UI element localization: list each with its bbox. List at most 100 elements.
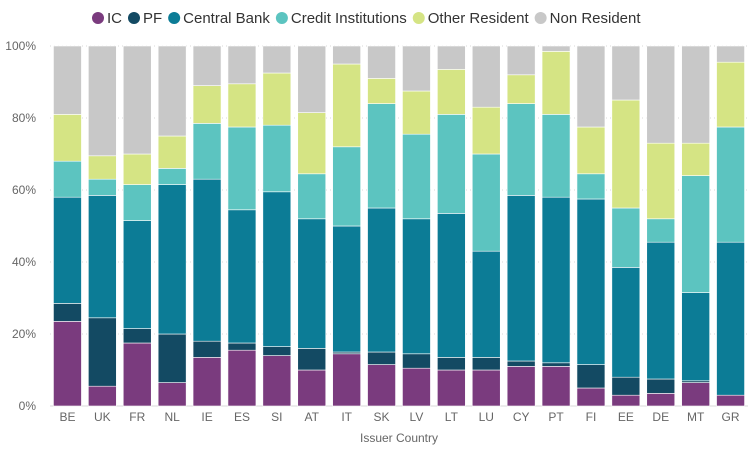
bar-segment-ic-cy[interactable] <box>506 366 536 407</box>
bar-segment-pf-ie[interactable] <box>192 340 222 358</box>
bar-segment-other-resident-cy[interactable] <box>506 74 536 104</box>
bar-segment-non-resident-ie[interactable] <box>192 45 222 86</box>
bar-segment-non-resident-uk[interactable] <box>88 45 117 157</box>
bar-segment-pf-fr[interactable] <box>122 328 152 344</box>
bar-segment-central-bank-nl[interactable] <box>157 184 187 335</box>
bar-segment-pf-sk[interactable] <box>367 351 396 365</box>
bar-segment-other-resident-it[interactable] <box>332 63 361 148</box>
bar-segment-pf-at[interactable] <box>297 348 327 371</box>
bar-segment-other-resident-es[interactable] <box>227 83 257 128</box>
bar-segment-central-bank-cy[interactable] <box>506 195 536 362</box>
bar-segment-pf-cy[interactable] <box>506 360 536 367</box>
bar-segment-ic-sk[interactable] <box>367 364 396 407</box>
bar-segment-credit-institutions-lu[interactable] <box>471 153 501 252</box>
bar-segment-central-bank-pt[interactable] <box>541 196 571 364</box>
bar-segment-credit-institutions-nl[interactable] <box>157 168 187 185</box>
bar-segment-ic-gr[interactable] <box>716 394 745 407</box>
bar-segment-other-resident-ie[interactable] <box>192 85 222 124</box>
bar-segment-ic-de[interactable] <box>646 393 676 407</box>
bar-segment-non-resident-fi[interactable] <box>576 45 606 128</box>
bar-segment-central-bank-uk[interactable] <box>88 195 117 319</box>
bar-segment-non-resident-mt[interactable] <box>681 45 710 144</box>
bar-segment-central-bank-ee[interactable] <box>611 267 641 378</box>
bar-segment-non-resident-at[interactable] <box>297 45 327 113</box>
bar-segment-credit-institutions-pt[interactable] <box>541 114 571 198</box>
bar-segment-central-bank-be[interactable] <box>53 196 82 304</box>
bar-segment-pf-be[interactable] <box>53 303 82 322</box>
bar-segment-ic-es[interactable] <box>227 349 257 407</box>
bar-segment-central-bank-es[interactable] <box>227 209 257 344</box>
bar-segment-pf-si[interactable] <box>262 346 292 356</box>
bar-segment-non-resident-ee[interactable] <box>611 45 641 101</box>
bar-segment-ic-be[interactable] <box>53 321 82 407</box>
bar-segment-other-resident-fr[interactable] <box>122 153 152 185</box>
bar-segment-central-bank-gr[interactable] <box>716 241 745 396</box>
bar-segment-ic-mt[interactable] <box>681 382 710 407</box>
bar-segment-ic-pt[interactable] <box>541 366 571 407</box>
bar-segment-other-resident-gr[interactable] <box>716 61 745 128</box>
bar-segment-credit-institutions-lv[interactable] <box>402 133 431 220</box>
bar-segment-credit-institutions-de[interactable] <box>646 218 676 243</box>
bar-segment-non-resident-sk[interactable] <box>367 45 396 79</box>
bar-segment-credit-institutions-sk[interactable] <box>367 103 396 209</box>
bar-segment-non-resident-be[interactable] <box>53 45 82 115</box>
bar-segment-pf-lt[interactable] <box>437 357 466 371</box>
bar-segment-other-resident-at[interactable] <box>297 112 327 175</box>
bar-segment-ic-fr[interactable] <box>122 342 152 407</box>
bar-segment-ic-ee[interactable] <box>611 394 641 407</box>
bar-segment-other-resident-de[interactable] <box>646 142 676 220</box>
bar-segment-other-resident-pt[interactable] <box>541 51 571 115</box>
bar-segment-non-resident-it[interactable] <box>332 45 361 65</box>
bar-segment-pf-es[interactable] <box>227 342 257 351</box>
bar-segment-non-resident-lu[interactable] <box>471 45 501 108</box>
bar-segment-pf-uk[interactable] <box>88 317 117 387</box>
bar-segment-other-resident-lu[interactable] <box>471 106 501 155</box>
bar-segment-ic-fi[interactable] <box>576 387 606 407</box>
bar-segment-pf-pt[interactable] <box>541 362 571 367</box>
bar-segment-pf-lv[interactable] <box>402 353 431 369</box>
bar-segment-non-resident-cy[interactable] <box>506 45 536 76</box>
bar-segment-credit-institutions-lt[interactable] <box>437 114 466 214</box>
bar-segment-other-resident-lt[interactable] <box>437 69 466 115</box>
bar-segment-other-resident-be[interactable] <box>53 114 82 162</box>
bar-segment-ic-lu[interactable] <box>471 369 501 407</box>
bar-segment-pf-fi[interactable] <box>576 364 606 389</box>
bar-segment-central-bank-at[interactable] <box>297 218 327 349</box>
bar-segment-ic-nl[interactable] <box>157 382 187 407</box>
bar-segment-ic-lv[interactable] <box>402 367 431 407</box>
bar-segment-ic-si[interactable] <box>262 355 292 407</box>
bar-segment-other-resident-nl[interactable] <box>157 135 187 169</box>
bar-segment-central-bank-fr[interactable] <box>122 220 152 329</box>
bar-segment-non-resident-pt[interactable] <box>541 45 571 52</box>
bar-segment-non-resident-gr[interactable] <box>716 45 745 63</box>
bar-segment-central-bank-ie[interactable] <box>192 178 222 342</box>
bar-segment-credit-institutions-gr[interactable] <box>716 126 745 243</box>
bar-segment-credit-institutions-si[interactable] <box>262 124 292 193</box>
bar-segment-pf-ee[interactable] <box>611 376 641 396</box>
bar-segment-credit-institutions-ie[interactable] <box>192 123 222 180</box>
bar-segment-pf-de[interactable] <box>646 378 676 394</box>
bar-segment-other-resident-sk[interactable] <box>367 78 396 104</box>
bar-segment-other-resident-lv[interactable] <box>402 90 431 135</box>
bar-segment-other-resident-mt[interactable] <box>681 142 710 176</box>
bar-segment-credit-institutions-ee[interactable] <box>611 207 641 268</box>
bar-segment-central-bank-de[interactable] <box>646 241 676 380</box>
bar-segment-non-resident-fr[interactable] <box>122 45 152 155</box>
bar-segment-central-bank-mt[interactable] <box>681 292 710 382</box>
bar-segment-credit-institutions-cy[interactable] <box>506 103 536 196</box>
bar-segment-credit-institutions-it[interactable] <box>332 146 361 227</box>
bar-segment-other-resident-uk[interactable] <box>88 155 117 180</box>
bar-segment-credit-institutions-es[interactable] <box>227 126 257 211</box>
bar-segment-other-resident-si[interactable] <box>262 72 292 126</box>
bar-segment-credit-institutions-mt[interactable] <box>681 175 710 293</box>
bar-segment-central-bank-lu[interactable] <box>471 250 501 358</box>
bar-segment-non-resident-lv[interactable] <box>402 45 431 92</box>
bar-segment-other-resident-ee[interactable] <box>611 99 641 209</box>
bar-segment-credit-institutions-fi[interactable] <box>576 173 606 200</box>
bar-segment-central-bank-sk[interactable] <box>367 207 396 353</box>
bar-segment-non-resident-si[interactable] <box>262 45 292 74</box>
bar-segment-non-resident-nl[interactable] <box>157 45 187 137</box>
bar-segment-central-bank-fi[interactable] <box>576 198 606 365</box>
bar-segment-ic-ie[interactable] <box>192 357 222 407</box>
bar-segment-ic-at[interactable] <box>297 369 327 407</box>
